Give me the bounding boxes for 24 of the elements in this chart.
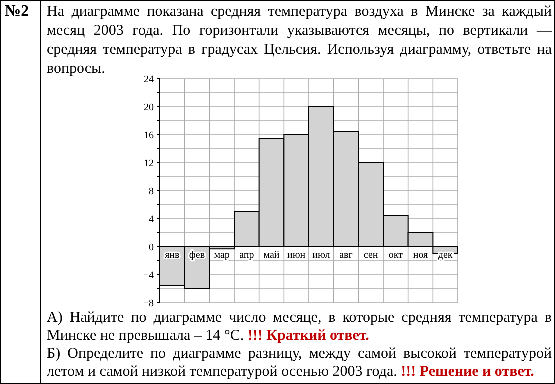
y-tick-label: 20 [144,102,154,114]
x-tick-label: фев [189,250,206,261]
y-tick-label: 4 [149,214,154,226]
y-tick-label: 0 [149,242,154,254]
y-tick-label: 24 [144,74,154,86]
x-tick-label: ноя [413,250,429,261]
chart-title: На диаграмме показана средняя температура воздуха в Минске за каждый месяц 2003 года. По горизонтали указываются месяцы, по вертикали — средняя температура в градусах Цельсия. Используя диаграмму, ответьте на вопросы. [47,4,552,77]
x-tick-label: авг [340,250,353,261]
y-tick-label: 16 [144,130,154,142]
x-tick-label: июн [287,250,306,261]
x-tick-label: июл [312,250,330,261]
y-tick-label: 12 [144,158,154,170]
x-tick-label: апр [240,250,254,261]
text: !!! Решение и ответ. [401,364,534,380]
x-tick-label: май [264,250,280,261]
y-tick-label: −8 [143,298,154,310]
text: !!! Краткий ответ. [248,328,370,344]
x-tick-label: окт [388,250,404,261]
x-tick-label: сен [364,250,379,261]
y-tick-label: 8 [149,186,154,198]
text: №2 [5,3,30,21]
x-tick-label: мар [214,250,230,261]
y-tick-label: −4 [143,270,154,282]
x-tick-label: янв [165,250,180,261]
